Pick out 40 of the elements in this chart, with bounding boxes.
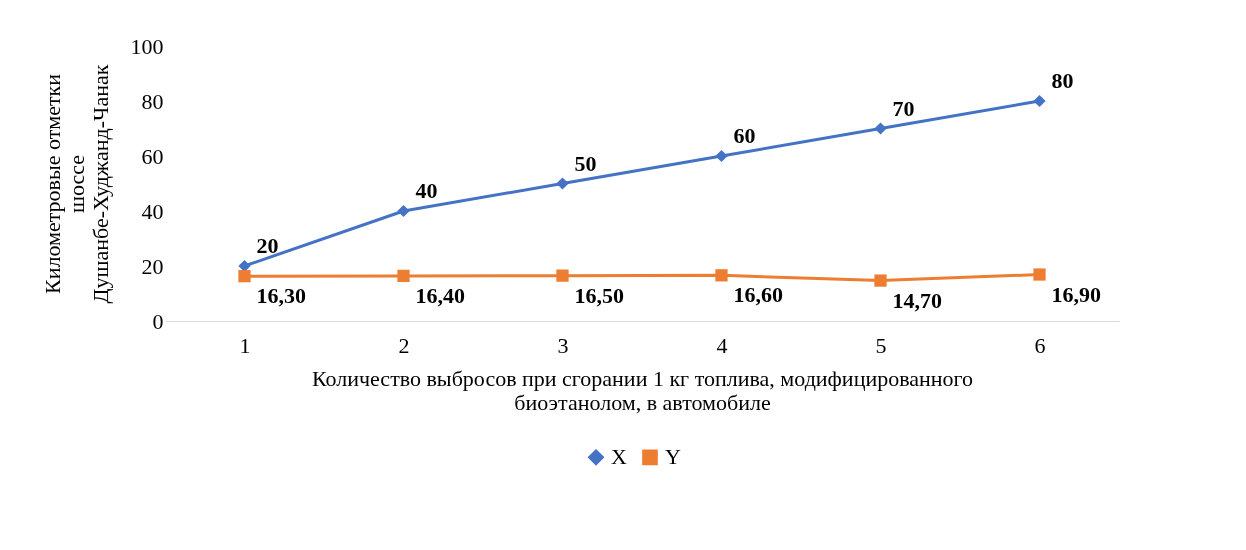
x-tick-label: 1 bbox=[239, 332, 251, 358]
data-label: 16,40 bbox=[415, 282, 465, 308]
point bbox=[874, 274, 887, 287]
y-tick-label: 80 bbox=[141, 88, 164, 114]
point bbox=[397, 204, 410, 218]
point bbox=[715, 149, 728, 163]
legend-label: X bbox=[611, 444, 627, 470]
x-tick-label: 4 bbox=[716, 332, 728, 358]
data-label: 16,30 bbox=[256, 283, 306, 309]
data-label: 70 bbox=[892, 95, 915, 121]
y-tick-label: 60 bbox=[141, 143, 164, 169]
x-tick-label: 3 bbox=[557, 332, 569, 358]
data-label: 50 bbox=[574, 150, 597, 176]
x-tick-label: 6 bbox=[1034, 332, 1046, 358]
y-tick-label: 20 bbox=[141, 253, 164, 279]
point bbox=[397, 269, 410, 283]
legend-label: Y bbox=[665, 444, 681, 470]
point bbox=[1033, 94, 1046, 108]
point bbox=[715, 269, 728, 282]
data-label: 20 bbox=[256, 233, 279, 258]
x-tick-label: 5 bbox=[875, 332, 887, 358]
y-tick-label: 40 bbox=[141, 198, 164, 224]
x-axis-title: Количество выбросов при сгорании 1 кг топлива, модифицированного биоэтанолом, в автомобиле bbox=[311, 365, 974, 415]
x-tick-label: 2 bbox=[398, 332, 410, 358]
data-label: 16,90 bbox=[1051, 281, 1101, 307]
y-axis-title: Километровые отметки шоссе Душанбе-Худжанд-Чанак bbox=[39, 64, 113, 304]
point bbox=[556, 269, 569, 282]
y-tick-label: 0 bbox=[152, 308, 164, 334]
data-label: 80 bbox=[1051, 68, 1074, 93]
point bbox=[874, 122, 887, 135]
data-label: 16,60 bbox=[733, 282, 783, 308]
point bbox=[1033, 268, 1046, 281]
data-label: 40 bbox=[415, 178, 438, 203]
point bbox=[238, 270, 251, 283]
point bbox=[556, 177, 569, 190]
data-label: 60 bbox=[733, 123, 756, 148]
data-label: 16,50 bbox=[574, 282, 624, 308]
point bbox=[238, 259, 251, 273]
y-tick-label: 100 bbox=[130, 33, 164, 59]
data-label: 14,70 bbox=[892, 287, 942, 313]
